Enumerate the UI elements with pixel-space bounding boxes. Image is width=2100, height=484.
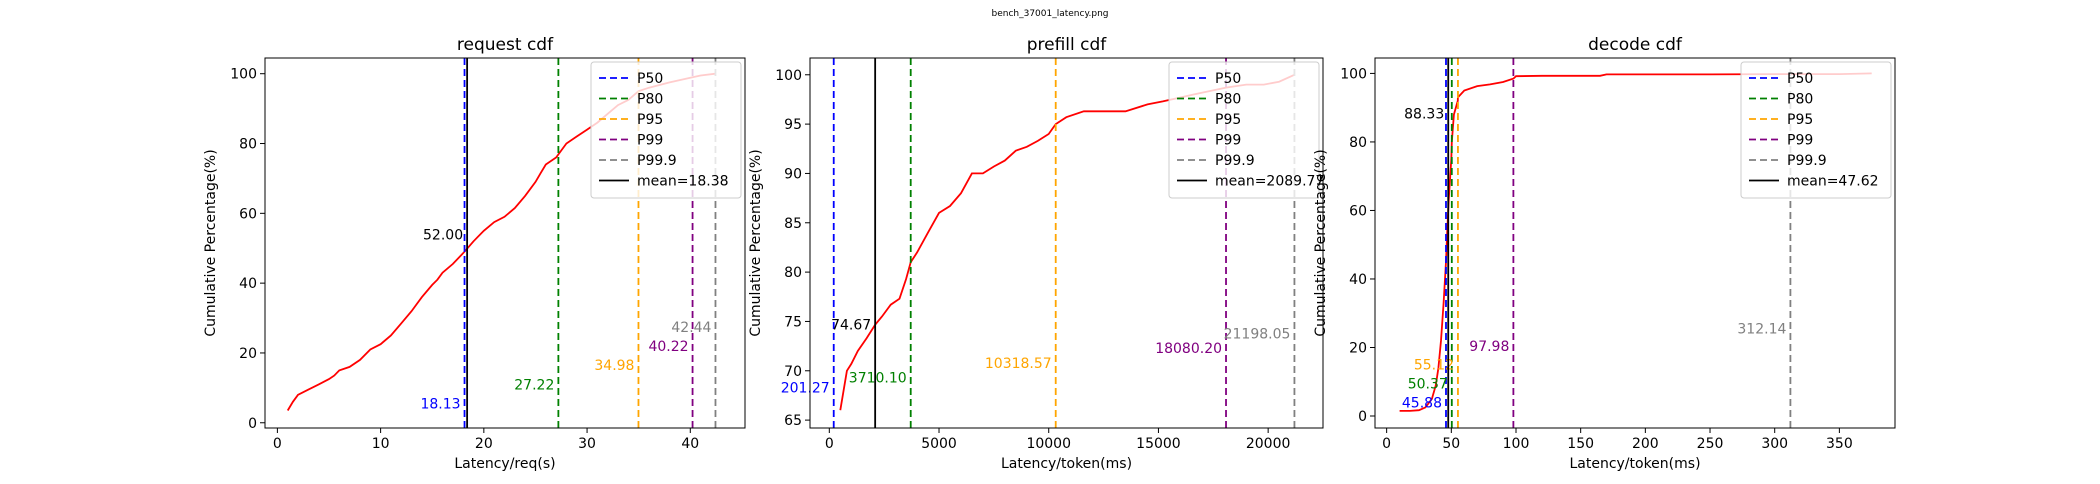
percentile-label-p95: 10318.57	[985, 356, 1052, 372]
axes-frame	[264, 57, 746, 429]
y-axis-label: Cumulative Percentage(%)	[1313, 149, 1329, 336]
legend-entry: P80	[637, 92, 663, 108]
y-tick-label: 0	[248, 416, 257, 432]
axes-frame	[809, 57, 1324, 429]
x-tick-label: 15000	[1136, 436, 1181, 452]
chart-title: prefill cdf	[1027, 35, 1108, 55]
y-tick-label: 100	[230, 67, 257, 83]
legend-entry: P95	[1215, 112, 1241, 128]
y-tick-label: 100	[1340, 66, 1367, 82]
percentile-label-p95: 55.12	[1414, 358, 1454, 374]
legend-entry: mean=18.38	[637, 174, 729, 190]
percentile-label-p50: 45.88	[1402, 395, 1442, 411]
legend-box	[1740, 61, 1892, 199]
percentile-label-p99: 97.98	[1469, 339, 1509, 355]
legend-entry: mean=2089.77	[1215, 174, 1324, 190]
x-tick-label: 40	[681, 436, 699, 452]
legend-entry: P80	[1787, 92, 1813, 108]
x-tick-label: 300	[1761, 436, 1788, 452]
percentile-label-p80: 3710.10	[849, 371, 907, 387]
y-tick-label: 60	[239, 206, 257, 222]
legend-entry: P50	[637, 71, 663, 87]
x-tick-label: 5000	[921, 436, 957, 452]
percentile-label-p99-9: 42.44	[671, 320, 711, 336]
chart-title: decode cdf	[1588, 35, 1683, 55]
x-tick-label: 100	[1503, 436, 1530, 452]
legend-entry: P95	[637, 112, 663, 128]
y-tick-label: 100	[775, 68, 802, 84]
percentile-label-p99: 18080.20	[1155, 341, 1222, 357]
x-axis-label: Latency/token(ms)	[1001, 456, 1132, 472]
y-tick-label: 95	[784, 117, 802, 133]
mean-label: 74.67	[831, 318, 871, 334]
x-tick-label: 250	[1697, 436, 1724, 452]
legend-box	[1168, 61, 1320, 199]
mean-label: 88.33	[1404, 106, 1444, 122]
y-tick-label: 40	[1349, 272, 1367, 288]
chart-title: request cdf	[457, 35, 554, 55]
legend-entry: P99	[1787, 133, 1813, 149]
y-tick-label: 60	[1349, 203, 1367, 219]
percentile-label-p50: 201.27	[781, 381, 830, 397]
x-tick-label: 350	[1826, 436, 1853, 452]
y-axis-label: Cumulative Percentage(%)	[748, 149, 764, 336]
legend-entry: P80	[1215, 92, 1241, 108]
y-tick-label: 40	[239, 276, 257, 292]
x-tick-label: 10	[372, 436, 390, 452]
y-tick-label: 80	[784, 265, 802, 281]
percentile-label-p80: 27.22	[514, 377, 554, 393]
percentile-label-p50: 18.13	[420, 397, 460, 413]
y-tick-label: 75	[784, 314, 802, 330]
legend: P50 P80 P95 P99 P99.9 mean=18.38	[590, 61, 742, 199]
x-tick-label: 10000	[1026, 436, 1071, 452]
x-axis-label: Latency/req(s)	[454, 456, 555, 472]
x-tick-label: 150	[1567, 436, 1594, 452]
y-tick-label: 80	[239, 137, 257, 153]
legend-entry: P50	[1787, 71, 1813, 87]
x-tick-label: 0	[1382, 436, 1391, 452]
percentile-label-p99-9: 312.14	[1737, 322, 1786, 338]
legend-entry: P99.9	[1215, 153, 1255, 169]
legend-entry: P95	[1787, 112, 1813, 128]
y-tick-label: 20	[1349, 340, 1367, 356]
legend: P50 P80 P95 P99 P99.9 mean=47.62	[1740, 61, 1892, 199]
axes-frame	[1374, 57, 1896, 429]
percentile-label-p99-9: 21198.05	[1224, 326, 1291, 342]
chart-panel-1: 18.13 27.22 34.98 40.22 42.44 52.00 0 10 20 30 40 0…	[203, 35, 746, 472]
x-tick-label: 20	[475, 436, 493, 452]
y-tick-label: 0	[1358, 409, 1367, 425]
chart-panel-3: 45.88 50.37 55.12 97.98 312.14 88.33 0 50 100 150…	[1313, 35, 1896, 472]
legend-entry: P99.9	[637, 153, 677, 169]
x-tick-label: 20000	[1246, 436, 1291, 452]
x-tick-label: 200	[1632, 436, 1659, 452]
y-axis-label: Cumulative Percentage(%)	[203, 149, 219, 336]
percentile-label-p80: 50.37	[1408, 376, 1448, 392]
chart-panels: 18.13 27.22 34.98 40.22 42.44 52.00 0 10 20 30 40 0…	[203, 35, 1896, 472]
legend-entry: P99	[637, 133, 663, 149]
legend-entry: P99.9	[1787, 153, 1827, 169]
legend-box	[590, 61, 742, 199]
y-tick-label: 90	[784, 166, 802, 182]
x-tick-label: 30	[578, 436, 596, 452]
y-tick-label: 85	[784, 216, 802, 232]
percentile-label-p95: 34.98	[594, 358, 634, 374]
x-axis-label: Latency/token(ms)	[1569, 456, 1700, 472]
legend: P50 P80 P95 P99 P99.9 mean=2089.77	[1168, 61, 1324, 199]
legend-entry: P50	[1215, 71, 1241, 87]
percentile-label-p99: 40.22	[648, 339, 688, 355]
x-tick-label: 0	[273, 436, 282, 452]
x-tick-label: 50	[1442, 436, 1460, 452]
y-tick-label: 70	[784, 364, 802, 380]
legend-entry: mean=47.62	[1787, 174, 1879, 190]
y-tick-label: 80	[1349, 135, 1367, 151]
y-tick-label: 65	[784, 413, 802, 429]
y-tick-label: 20	[239, 346, 257, 362]
figure-title: bench_37001_latency.png	[991, 9, 1108, 19]
mean-label: 52.00	[423, 227, 463, 243]
legend-entry: P99	[1215, 133, 1241, 149]
x-tick-label: 0	[825, 436, 834, 452]
